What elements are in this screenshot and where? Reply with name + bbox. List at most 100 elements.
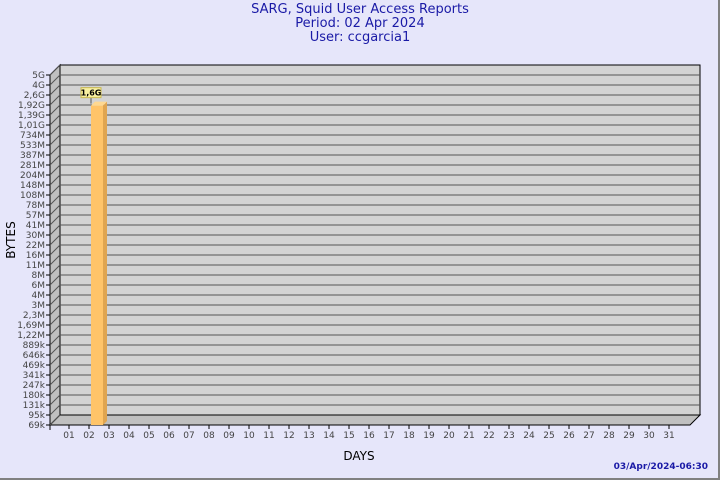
- x-tick-label: 29: [623, 431, 635, 441]
- wall-gridline: [49, 84, 61, 96]
- y-tick-label: 41M: [26, 221, 45, 231]
- wall-gridline: [49, 354, 61, 366]
- left-wall: [49, 63, 61, 427]
- y-tick-label: 2,3M: [23, 311, 45, 321]
- x-tick-label: 23: [503, 431, 514, 441]
- data-label: 1,6G: [81, 89, 102, 98]
- x-tick-label: 11: [263, 431, 274, 441]
- x-tick-label: 16: [363, 431, 375, 441]
- wall-gridline: [49, 104, 61, 116]
- x-tick-label: 22: [483, 431, 494, 441]
- y-tick-label: 1,69M: [17, 321, 45, 331]
- y-tick-label: 387M: [20, 151, 45, 161]
- wall-gridline: [49, 364, 61, 376]
- y-tick-label: 1,01G: [18, 121, 45, 131]
- y-tick-label: 469k: [23, 361, 46, 371]
- y-tick-label: 78M: [26, 201, 45, 211]
- wall-gridline: [49, 264, 61, 276]
- wall-gridline: [49, 124, 61, 136]
- y-tick-label: 11M: [26, 261, 45, 271]
- chart-title: SARG, Squid User Access Reports: [251, 2, 469, 17]
- y-tick-label: 889k: [23, 341, 46, 351]
- wall-gridline: [49, 144, 61, 156]
- wall-gridline: [49, 314, 61, 326]
- x-tick-label: 31: [663, 431, 674, 441]
- y-tick-label: 1,92G: [18, 101, 45, 111]
- wall-gridline: [49, 214, 61, 226]
- x-tick-label: 17: [383, 431, 394, 441]
- x-tick-label: 15: [343, 431, 354, 441]
- wall-gridline: [49, 204, 61, 216]
- x-tick-label: 08: [203, 431, 215, 441]
- wall-gridline: [49, 74, 61, 86]
- y-tick-label: 533M: [20, 141, 45, 151]
- wall-gridline: [49, 404, 61, 416]
- bar-front: [91, 105, 103, 425]
- wall-gridline: [49, 324, 61, 336]
- x-tick-label: 13: [303, 431, 314, 441]
- x-axis-label: DAYS: [343, 449, 374, 463]
- y-tick-label: 4G: [32, 81, 45, 91]
- wall-gridline: [49, 244, 61, 256]
- x-tick-label: 25: [543, 431, 554, 441]
- plot-area: [59, 64, 701, 416]
- wall-gridline: [49, 254, 61, 266]
- y-tick-label: 69k: [28, 421, 45, 431]
- x-tick-label: 30: [643, 431, 655, 441]
- y-tick-label: 148M: [20, 181, 45, 191]
- x-tick-label: 28: [603, 431, 615, 441]
- x-tick-label: 18: [403, 431, 415, 441]
- y-tick-label: 281M: [20, 161, 45, 171]
- y-tick-label: 1,39G: [18, 111, 45, 121]
- y-tick-label: 180k: [23, 391, 46, 401]
- x-tick-label: 26: [563, 431, 575, 441]
- wall-gridline: [49, 274, 61, 286]
- wall-gridline: [49, 414, 61, 426]
- y-tick-label: 4M: [32, 291, 46, 301]
- wall-gridline: [49, 334, 61, 346]
- wall-gridline: [49, 394, 61, 406]
- x-tick-label: 07: [183, 431, 194, 441]
- wall-gridline: [49, 304, 61, 316]
- x-tick-label: 01: [63, 431, 74, 441]
- y-tick-label: 2,6G: [24, 91, 45, 101]
- x-tick-label: 14: [323, 431, 335, 441]
- x-tick-label: 24: [523, 431, 535, 441]
- wall-gridline: [49, 94, 61, 106]
- y-tick-label: 204M: [20, 171, 45, 181]
- x-tick-label: 20: [443, 431, 455, 441]
- x-tick-label: 04: [123, 431, 135, 441]
- y-tick-label: 95k: [28, 411, 45, 421]
- y-tick-label: 6M: [32, 281, 46, 291]
- y-tick-label: 247k: [23, 381, 46, 391]
- y-tick-label: 16M: [26, 251, 45, 261]
- wall-gridline: [49, 234, 61, 246]
- y-tick-label: 734M: [20, 131, 45, 141]
- x-tick-label: 10: [243, 431, 255, 441]
- wall-gridline: [49, 114, 61, 126]
- y-tick-label: 108M: [20, 191, 45, 201]
- x-tick-label: 27: [583, 431, 594, 441]
- wall-gridline: [49, 184, 61, 196]
- y-tick-label: 8M: [32, 271, 46, 281]
- y-tick-label: 1,22M: [17, 331, 45, 341]
- y-tick-label: 131k: [23, 401, 46, 411]
- y-tick-label: 22M: [26, 241, 45, 251]
- x-tick-label: 05: [143, 431, 154, 441]
- x-tick-label: 06: [163, 431, 175, 441]
- wall-gridline: [49, 284, 61, 296]
- y-axis-label: BYTES: [4, 221, 18, 258]
- y-tick-label: 3M: [32, 301, 46, 311]
- chart-period: Period: 02 Apr 2024: [295, 16, 425, 31]
- x-tick-label: 02: [83, 431, 94, 441]
- floor: [48, 414, 702, 426]
- wall-gridline: [49, 194, 61, 206]
- bar-side: [103, 101, 107, 425]
- chart-user: User: ccgarcia1: [309, 30, 411, 45]
- wall-gridline: [49, 374, 61, 386]
- wall-gridline: [49, 224, 61, 236]
- x-tick-label: 19: [423, 431, 435, 441]
- wall-gridline: [49, 64, 61, 76]
- wall-gridline: [49, 134, 61, 146]
